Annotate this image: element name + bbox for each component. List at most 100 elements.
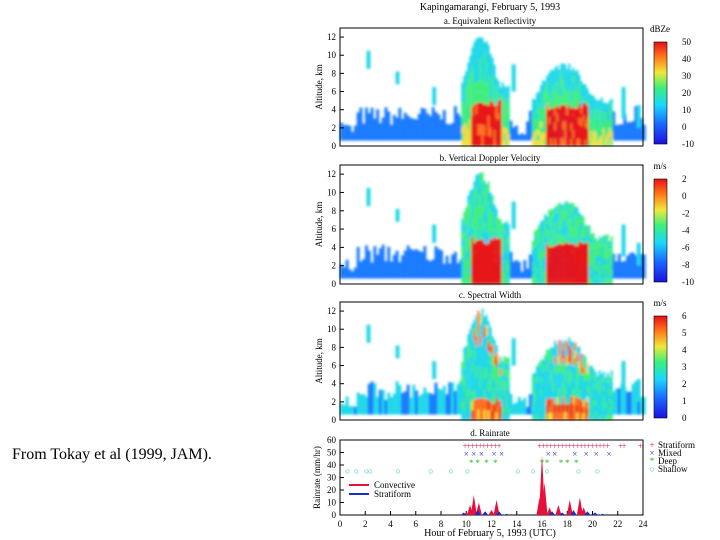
echo-cell [537,124,541,130]
echo-cell [606,279,609,284]
echo-cell [465,123,468,132]
echo-cell [620,124,624,141]
class-marker-deep: * [545,458,550,468]
echo-cell [467,230,470,240]
echo-cell [594,136,597,142]
class-marker-mixed: × [464,449,469,459]
echo-cell [489,109,492,119]
echo-cell [608,376,611,382]
echo-cell [598,255,601,261]
echo-cell [606,239,609,245]
echo-cell [560,104,563,114]
echo-cell [572,243,575,252]
echo-cell [584,133,587,140]
echo-cell [580,133,583,140]
echo-cell [566,69,569,77]
echo-cell [483,389,486,400]
echo-cell [491,57,494,67]
echo-cell [562,381,565,389]
echo-cell [576,245,579,254]
echo-cell [426,113,430,141]
echo-cell [548,377,551,385]
echo-cell [503,381,506,389]
echo-cell [576,260,579,269]
echo-cell [628,391,632,415]
echo-cell [469,127,472,137]
echo-cell [495,276,498,284]
echo-cell [590,130,593,136]
echo-field [340,308,646,420]
echo-cell [548,94,551,103]
echo-cell [469,109,472,119]
echo-cell [582,270,585,278]
echo-cell [564,363,567,372]
echo-cell [592,243,595,249]
echo-cell [578,390,581,399]
echo-cell [546,377,549,385]
echo-cell [475,229,478,241]
echo-cell [463,218,466,227]
echo-cell [493,129,496,138]
echo-cell [493,228,496,237]
x-tick-label: 14 [512,519,522,529]
echo-cell [499,122,502,129]
class-marker-mixed: × [546,449,551,459]
y-tick-label: 4 [332,242,337,252]
echo-cell [596,406,599,412]
echo-cell [542,239,545,246]
echo-cell [381,390,385,415]
class-marker-stratiform: + [493,441,498,451]
echo-cell [505,122,508,129]
echo-cell [564,403,567,412]
echo-cell [477,387,480,399]
echo-cell [582,387,585,394]
echo-cell [420,107,424,141]
echo-cell [531,275,535,280]
echo-cell [539,401,543,408]
echo-cell [570,130,573,139]
echo-cell [584,388,587,395]
echo-cell [471,67,474,77]
echo-cell [514,125,519,141]
echo-cell [560,267,563,276]
echo-cell [501,372,504,379]
echo-cell [590,365,593,371]
echo-cell [461,238,464,245]
echo-cell [564,355,567,364]
echo-cell [574,222,577,230]
echo-cell [604,254,607,260]
echo-cell [535,228,539,235]
y-tick-label: 50 [327,448,337,458]
echo-cell [596,240,599,245]
echo-cell [562,71,565,81]
echo-cell [395,117,399,141]
echo-cell [614,388,619,415]
echo-cell [481,272,484,284]
echo-cell [467,95,470,105]
echo-cell [596,253,599,258]
echo-cell [505,363,508,371]
echo-cell [481,353,484,365]
y-tick-label: 0 [332,510,337,520]
echo-cell [505,401,508,408]
echo-cell [463,110,466,118]
echo-cell [594,247,597,253]
echo-cell [582,216,585,224]
echo-cell [359,107,363,141]
echo-cell [560,88,563,97]
class-marker-mixed: × [584,449,589,459]
echo-cell [552,216,555,225]
echo-cell [376,109,380,141]
class-marker-stratiform: + [474,441,479,451]
echo-cell [580,87,583,95]
echo-cell [489,364,492,374]
echo-cell [586,128,589,135]
class-marker-shallow: ○ [448,466,453,476]
echo-cell [493,137,496,146]
echo-cell [467,394,470,403]
echo-cell [576,222,579,231]
echo-cell [507,127,510,134]
echo-cell [456,113,460,141]
echo-cell [477,343,480,355]
echo-cell [639,253,643,279]
